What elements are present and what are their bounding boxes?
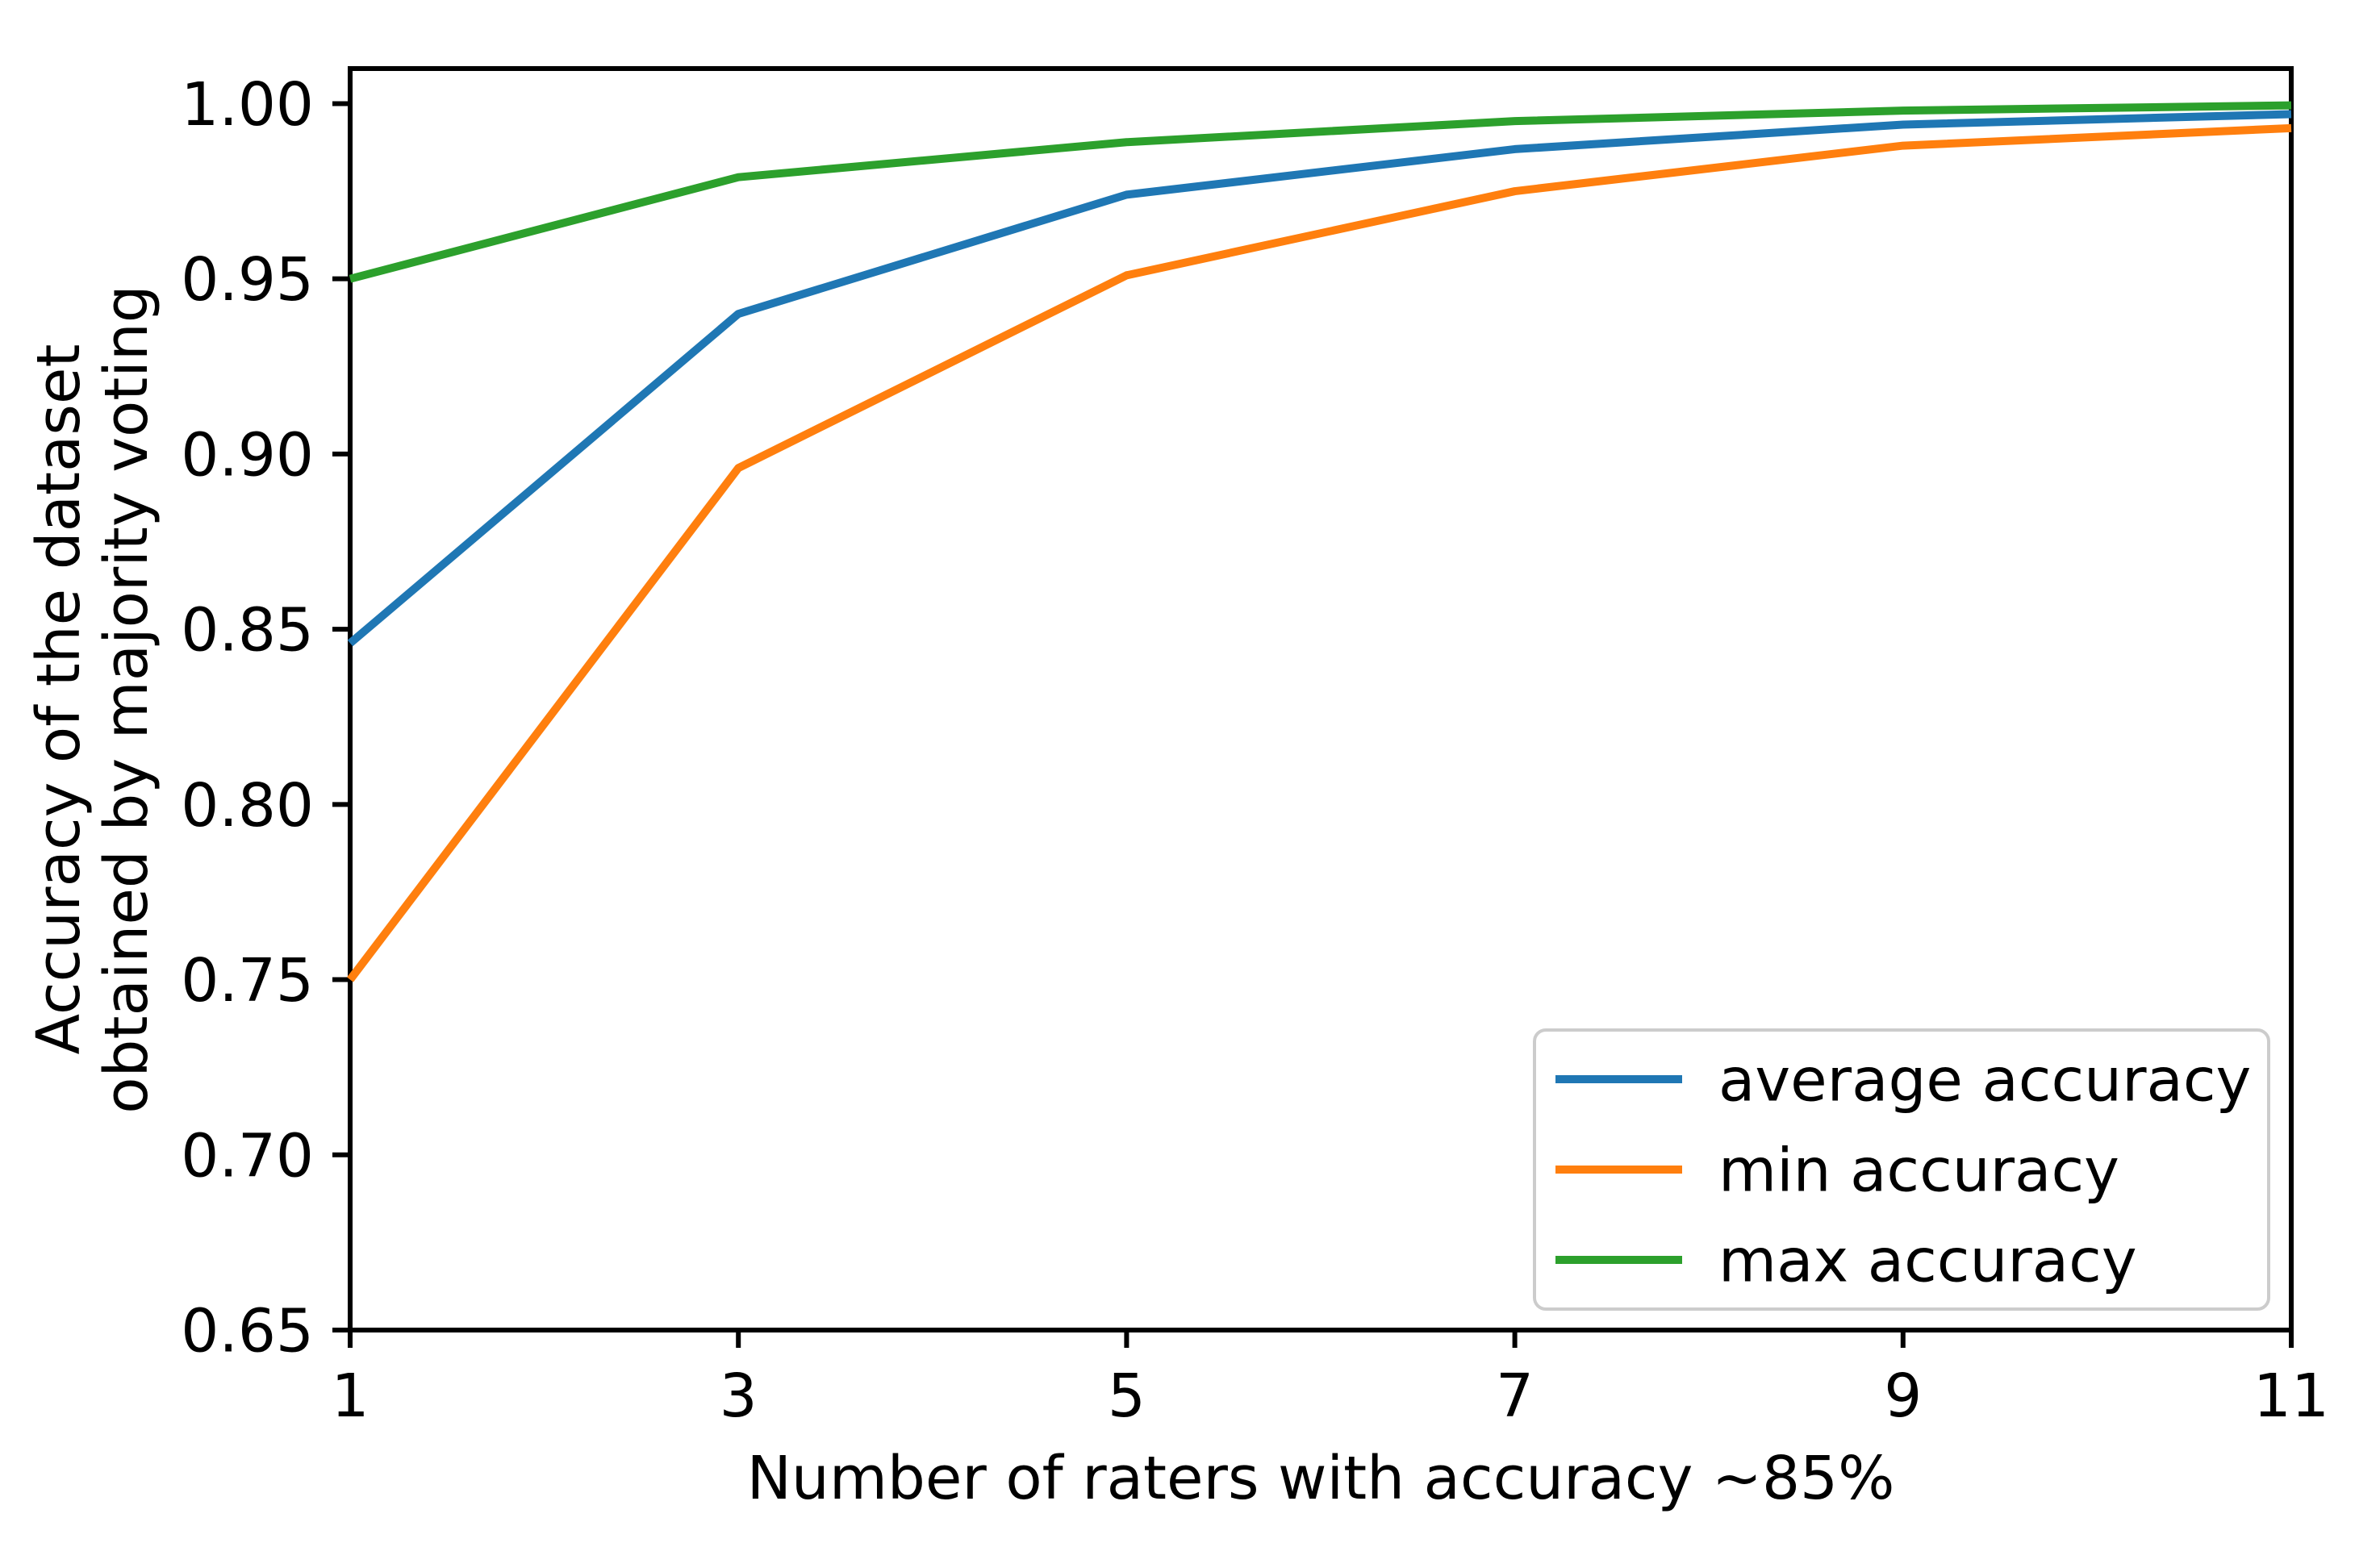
y-axis: 0.65 0.70 0.75 0.80 0.85 0.90 0.95 1.00 [181,70,350,1366]
y-tick-label: 1.00 [181,70,314,140]
y-tick-label: 0.90 [181,420,314,490]
series-line-max-accuracy [349,101,2292,283]
axes: 1 3 5 7 9 11 0.65 0.70 0.75 0.80 0.85 0.90 0.95 1.00 [181,66,2329,1431]
x-tick-label: 3 [720,1362,758,1431]
series-line-min-accuracy [347,123,2292,982]
x-tick-label: 9 [1884,1362,1922,1431]
y-tick-label: 0.70 [181,1121,314,1191]
y-tick-label: 0.65 [181,1297,314,1366]
legend-label: average accuracy [1718,1046,2251,1116]
x-tick-label: 11 [2253,1362,2329,1431]
legend-entry: max accuracy [1555,1227,2137,1296]
x-tick-label: 1 [331,1362,369,1431]
y-axis-label-line: Accuracy of the dataset [24,344,94,1055]
plot-lines [347,101,2292,982]
y-tick-label: 0.80 [181,771,314,840]
legend-label: min accuracy [1718,1136,2119,1206]
plot-border [348,66,2294,1332]
legend: average accuracy min accuracy max accuracy [1533,1028,2270,1311]
x-axis-label: Number of raters with accuracy ~85% [747,1444,1895,1513]
legend-entry: min accuracy [1555,1136,2119,1206]
x-axis: 1 3 5 7 9 11 [331,1330,2329,1431]
legend-entry: average accuracy [1555,1046,2251,1116]
legend-label: max accuracy [1718,1227,2137,1296]
y-tick-label: 0.85 [181,596,314,665]
series-line-average-accuracy [347,110,2292,647]
y-tick-label: 0.75 [181,946,314,1015]
x-tick-label: 5 [1108,1362,1146,1431]
y-axis-label-line: obtained by majority voting [92,285,161,1113]
y-tick-label: 0.95 [181,245,314,315]
x-tick-label: 7 [1496,1362,1534,1431]
legend-frame [1533,1028,2270,1311]
